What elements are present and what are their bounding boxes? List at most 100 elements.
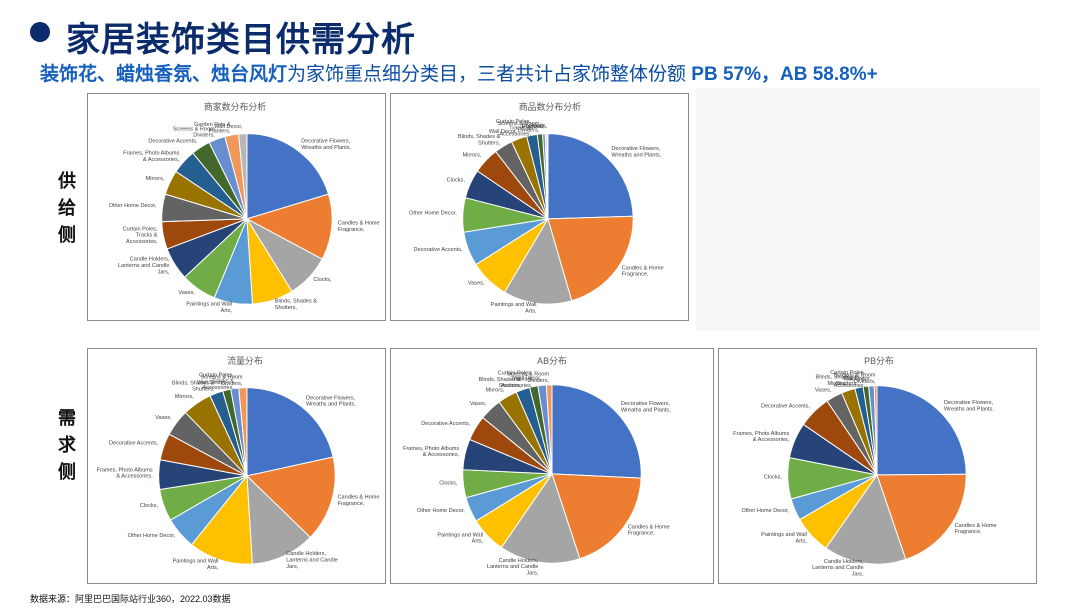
slice-label: Plaques, xyxy=(522,124,544,130)
page-title: 家居装饰类目供需分析 xyxy=(66,21,416,59)
pie-slice xyxy=(246,474,311,565)
slice-label: Candles & Home Fragrance, xyxy=(955,523,997,535)
slice-label: Candles & Home Fragrance, xyxy=(338,495,380,507)
slice-label: Curtain Poles, Tracks & Accessories, xyxy=(498,370,533,389)
slice-label: Curtain Poles, Tracks & Accessories, xyxy=(123,226,158,245)
chart-title: 流量分布 xyxy=(227,355,263,366)
slice-label: Curtain Poles, Tracks & Accessories, xyxy=(496,119,531,138)
chart-panel-ab: AB分布 Decorative Flowers, Wreaths and Plant… xyxy=(390,348,714,584)
slice-label: Decorative Accents, xyxy=(414,247,463,253)
title-bullet-icon xyxy=(30,22,50,42)
slice-label: Doormats, xyxy=(522,124,548,130)
slice-label: Other Home Decor, xyxy=(741,508,789,514)
supply-side-label: 供 给 侧 xyxy=(55,168,79,249)
slice-label: Screens & Room Dividers, xyxy=(507,372,549,384)
chart-title: 商品数分布分析 xyxy=(519,101,581,112)
slice-label: Mirrors, xyxy=(463,152,482,158)
slice-label: Candles & Home Fragrance, xyxy=(622,265,664,277)
pie-slice xyxy=(238,133,248,219)
pie-slice xyxy=(503,217,573,305)
slice-label: Frames, Photo Albums & Accessories, xyxy=(403,446,460,458)
pie-slice xyxy=(238,387,248,476)
page-subtitle: 装饰花、蜡烛香氛、烛台风灯为家饰重点细分类目，三者共计占家饰整体份额 PB 57… xyxy=(40,59,878,86)
slice-label: Paintings and Wall Arts, xyxy=(491,302,537,314)
slice-label: Wall Decor, xyxy=(197,380,226,386)
slice-label: Other Home Decor, xyxy=(409,211,457,217)
slice-label: Decorative Accents, xyxy=(761,403,810,409)
slice-label: Decorative Accents, xyxy=(109,441,158,447)
pie-slice xyxy=(190,474,253,565)
pie-slice xyxy=(876,473,967,561)
slice-label: Other Home Decor, xyxy=(417,508,465,514)
demand-label-char: 需 xyxy=(58,408,76,428)
supply-label-char: 侧 xyxy=(58,225,76,245)
pie-slice xyxy=(500,472,581,564)
slice-label: Vases, xyxy=(815,387,832,393)
slice-label: Paintings and Wall Arts, xyxy=(173,558,219,570)
data-source-note: 数据来源：阿里巴巴国际站行业360，2022.03数据 xyxy=(30,594,231,604)
slice-label: Mirrors, xyxy=(486,388,505,394)
slice-label: Clocks, xyxy=(140,503,159,509)
slice-label: Vases, xyxy=(155,415,172,421)
slice-label: Screens & Room Dividers, xyxy=(201,375,243,387)
pie-slice xyxy=(873,385,878,475)
slice-label: Curtain Poles, Tracks & Accessories, xyxy=(830,370,865,389)
slice-label: Blinds, Shades & Shutters, xyxy=(275,299,318,311)
slice-label: Candle Holders, Lanterns and Candle Jars, xyxy=(286,551,338,570)
chart-title: PB分布 xyxy=(864,355,894,366)
subtitle-text: 为家饰重点细分类目，三者共计占家饰整体份额 xyxy=(287,64,692,85)
slice-label: Candles & Home Fragrance, xyxy=(338,221,380,233)
chart-title: 商家数分布分析 xyxy=(204,101,266,112)
slice-label: Candle Holders, Lanterns and Candle Jars, xyxy=(812,559,864,578)
slice-label: Vases, xyxy=(468,280,485,286)
slice-label: Decorative Flowers, Wreaths and Plants, xyxy=(306,395,356,407)
chart-panel-products: 商品数分布分析 Decorative Flowers, Wreaths and Pl… xyxy=(390,93,689,321)
slice-label: Screens & Room Dividers, xyxy=(497,121,539,133)
chart-panel-traffic: 流量分布 Decorative Flowers, Wreaths and Plant… xyxy=(87,348,386,584)
pie-slice xyxy=(545,384,553,474)
pie-slice xyxy=(825,473,907,565)
subtitle-highlight: 装饰花、蜡烛香氛、烛台风灯 xyxy=(40,64,288,85)
slice-label: Garden Pots & Planters, xyxy=(194,122,231,134)
slice-label: Blinds, Shades & Shutters, xyxy=(172,380,215,392)
pie-chart-ab: AB分布 Decorative Flowers, Wreaths and Plant… xyxy=(403,355,671,577)
slice-label: Candles & Home Fragrance, xyxy=(628,524,670,536)
slice-label: Blinds, Shades & Shutters, xyxy=(479,377,522,389)
supply-label-char: 给 xyxy=(58,198,76,218)
slice-label: Mirrors, xyxy=(828,381,847,387)
slice-label: Paintings and Wall Arts, xyxy=(186,302,232,314)
slice-label: Mirrors, xyxy=(146,176,165,182)
slice-label: Screens & Room Dividers, xyxy=(173,126,215,138)
pie-chart-products: 商品数分布分析 Decorative Flowers, Wreaths and Pl… xyxy=(409,101,664,315)
slice-label: Clocks, xyxy=(313,277,332,283)
slice-label: Frames, Photo Albums & Accessories, xyxy=(97,467,154,479)
slice-label: Curtain Poles, Tracks & Accessories, xyxy=(199,372,234,391)
slice-label: Decorative Flowers, Wreaths and Plants, xyxy=(944,400,994,412)
chart-panel-pb: PB分布 Decorative Flowers, Wreaths and Plant… xyxy=(718,348,1037,584)
supply-label-char: 供 xyxy=(58,171,76,191)
slice-label: Screens & Room Dividers, xyxy=(834,373,876,385)
slice-label: Decorative Accents, xyxy=(148,138,197,144)
slice-label: Mirrors, xyxy=(175,394,194,400)
pie-chart-traffic: 流量分布 Decorative Flowers, Wreaths and Plant… xyxy=(97,355,380,571)
slice-label: Blinds, Shades & Shutters, xyxy=(458,134,501,146)
pie-slice xyxy=(245,193,333,260)
slice-label: Vases, xyxy=(178,290,195,296)
pie-chart-pb: PB分布 Decorative Flowers, Wreaths and Plant… xyxy=(733,355,997,578)
slice-label: Wall Decor, xyxy=(843,376,872,382)
chart-panel-merchants: 商家数分布分析 Decorative Flowers, Wreaths and Pl… xyxy=(87,93,386,321)
slice-label: Blinds, Shades & Shutters, xyxy=(816,375,859,387)
pie-slice xyxy=(246,387,334,477)
slice-label: Decorative Flowers, Wreaths and Plants, xyxy=(611,146,661,158)
pie-slice xyxy=(546,133,549,219)
demand-side-label: 需 求 侧 xyxy=(55,405,79,486)
slice-label: Frames, Photo Albums & Accessories, xyxy=(123,150,180,162)
pie-slice xyxy=(876,385,967,476)
slice-label: Vases, xyxy=(470,401,487,407)
pie-slice xyxy=(547,215,634,302)
slice-label: Clocks, xyxy=(439,480,458,486)
background-panel xyxy=(696,88,1040,330)
pie-slice xyxy=(551,473,642,560)
chart-title: AB分布 xyxy=(537,355,567,366)
slice-label: Poufs, xyxy=(530,124,546,130)
